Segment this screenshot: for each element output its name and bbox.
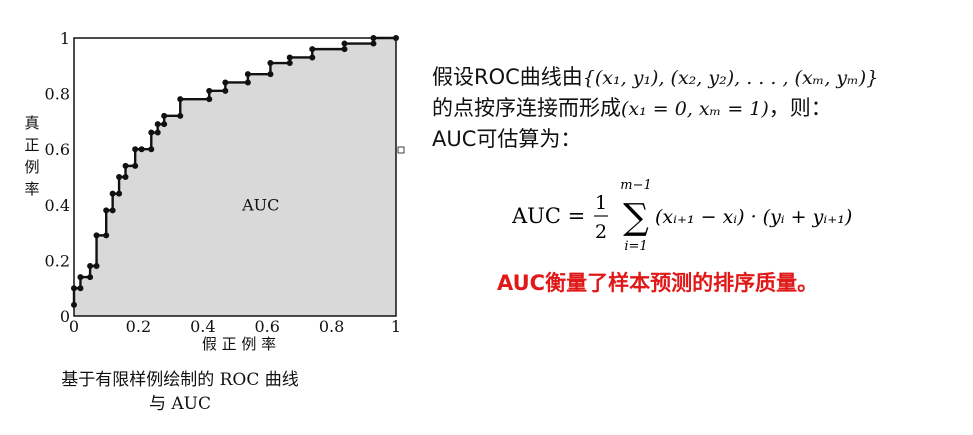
roc-point-22 bbox=[154, 121, 161, 128]
x-tick-label-1: 0.2 bbox=[126, 317, 151, 336]
roc-chart-svg: 0 0.2 0.4 0.6 0.8 1 0 0.2 0.4 0.6 0.8 1 假 正 例 率 真正例率 A… bbox=[24, 29, 405, 353]
x-tick-label-4: 0.8 bbox=[319, 317, 344, 336]
roc-point-3 bbox=[77, 274, 84, 281]
auc-highlight-statement: AUC衡量了样本预测的排序质量。 bbox=[497, 271, 819, 295]
roc-point-13 bbox=[116, 174, 123, 180]
chart-caption-line1: 基于有限样例绘制的 ROC 曲线 bbox=[61, 370, 299, 390]
auc-formula: AUC = 1 2 m−1 ∑ i=1 (xᵢ₊₁ − xᵢ) · (yᵢ + … bbox=[511, 178, 912, 263]
roc-point-14 bbox=[122, 174, 129, 180]
roc-point-26 bbox=[177, 96, 184, 103]
roc-point-7 bbox=[93, 232, 100, 239]
roc-point-38 bbox=[309, 46, 316, 53]
y-axis-label-char-2: 例 bbox=[24, 158, 39, 176]
roc-point-17 bbox=[132, 146, 139, 153]
chart-caption-line2: 与 AUC bbox=[148, 394, 211, 414]
explanation-panel: 假设ROC曲线由{(x₁, y₁), (x₂, y₂), . . . , (xₘ… bbox=[432, 62, 962, 154]
auc-area bbox=[74, 38, 396, 316]
y-axis-label-char-0: 真 bbox=[24, 114, 39, 132]
roc-point-24 bbox=[161, 112, 168, 119]
roc-point-12 bbox=[116, 190, 123, 197]
x-tick-label-0: 0 bbox=[69, 317, 79, 336]
roc-point-20 bbox=[148, 129, 155, 136]
roc-point-34 bbox=[267, 60, 274, 67]
y-tick-label-5: 1 bbox=[60, 29, 70, 48]
roc-point-0 bbox=[71, 301, 77, 308]
roc-point-2 bbox=[77, 285, 84, 292]
roc-point-33 bbox=[267, 71, 274, 78]
roc-point-6 bbox=[93, 262, 100, 269]
y-axis-label-char-3: 率 bbox=[24, 180, 39, 198]
explanation-line-2: 的点按序连接而形成(x₁ = 0, xₘ = 1)，则： bbox=[432, 93, 962, 124]
roc-point-27 bbox=[206, 96, 213, 103]
roc-point-1 bbox=[71, 285, 77, 292]
formula-frac-den: 2 bbox=[595, 221, 607, 243]
roc-point-39 bbox=[341, 46, 348, 53]
roc-point-28 bbox=[206, 87, 213, 94]
y-tick-label-1: 0.2 bbox=[45, 251, 70, 270]
roc-point-30 bbox=[222, 79, 229, 86]
y-axis-label-char-1: 正 bbox=[24, 136, 39, 154]
roc-point-32 bbox=[244, 71, 251, 78]
explanation-line-3: AUC可估算为： bbox=[432, 127, 582, 151]
explanation-line-1: 假设ROC曲线由{(x₁, y₁), (x₂, y₂), . . . , (xₘ… bbox=[432, 62, 962, 93]
roc-point-18 bbox=[138, 146, 145, 153]
roc-point-36 bbox=[286, 54, 293, 61]
line1-prefix: 假设ROC曲线由 bbox=[432, 65, 583, 89]
y-tick-label-4: 0.8 bbox=[45, 85, 70, 104]
roc-point-41 bbox=[370, 40, 377, 47]
roc-point-10 bbox=[109, 207, 116, 214]
x-tick-label-2: 0.4 bbox=[190, 317, 215, 336]
plot-frame bbox=[73, 37, 397, 317]
line1-math: {(x₁, y₁), (x₂, y₂), . . . , (xₘ, yₘ)} bbox=[582, 67, 879, 89]
auc-formula-svg: AUC = 1 2 m−1 ∑ i=1 (xᵢ₊₁ − xᵢ) · (yᵢ + … bbox=[511, 178, 852, 254]
roc-point-8 bbox=[103, 232, 110, 239]
roc-point-42 bbox=[370, 35, 377, 41]
formula-sum-top: m−1 bbox=[620, 178, 652, 193]
formula-lhs: AUC = bbox=[512, 204, 585, 228]
x-tick-label-3: 0.6 bbox=[254, 317, 279, 336]
roc-point-19 bbox=[148, 146, 155, 153]
formula-sum-bottom: i=1 bbox=[624, 239, 647, 254]
auc-area-label: AUC bbox=[241, 195, 279, 214]
formula-frac-num: 1 bbox=[595, 192, 607, 214]
y-axis-label: 真正例率 bbox=[24, 114, 39, 198]
roc-point-15 bbox=[122, 162, 129, 169]
roc-point-23 bbox=[161, 121, 168, 128]
roc-point-43 bbox=[393, 35, 399, 41]
roc-point-4 bbox=[87, 274, 94, 281]
line2-math: (x₁ = 0, xₘ = 1) bbox=[621, 98, 769, 120]
roc-point-11 bbox=[109, 190, 116, 197]
y-tick-label-2: 0.4 bbox=[45, 196, 70, 215]
roc-chart: 0 0.2 0.4 0.6 0.8 1 0 0.2 0.4 0.6 0.8 1 假 正 例 率 真正例率 A… bbox=[0, 0, 420, 435]
formula-sum-sign: ∑ bbox=[623, 197, 649, 238]
line2-suffix: ，则： bbox=[768, 96, 832, 120]
roc-point-37 bbox=[309, 54, 316, 61]
roc-point-40 bbox=[341, 40, 348, 47]
roc-point-21 bbox=[154, 129, 161, 136]
roc-point-29 bbox=[222, 87, 229, 94]
x-axis-label: 假 正 例 率 bbox=[202, 335, 276, 353]
y-tick-label-0: 0 bbox=[60, 307, 70, 326]
right-edge-marker bbox=[397, 146, 405, 154]
line2-prefix: 的点按序连接而形成 bbox=[432, 96, 621, 120]
formula-body: (xᵢ₊₁ − xᵢ) · (yᵢ + yᵢ₊₁) bbox=[655, 206, 852, 228]
roc-point-35 bbox=[286, 60, 293, 67]
x-tick-label-5: 1 bbox=[391, 317, 401, 336]
y-tick-label-3: 0.6 bbox=[45, 140, 70, 159]
roc-point-16 bbox=[132, 162, 139, 169]
roc-point-9 bbox=[103, 207, 110, 214]
roc-point-31 bbox=[244, 79, 251, 86]
roc-point-5 bbox=[87, 262, 94, 269]
roc-point-25 bbox=[177, 112, 184, 119]
